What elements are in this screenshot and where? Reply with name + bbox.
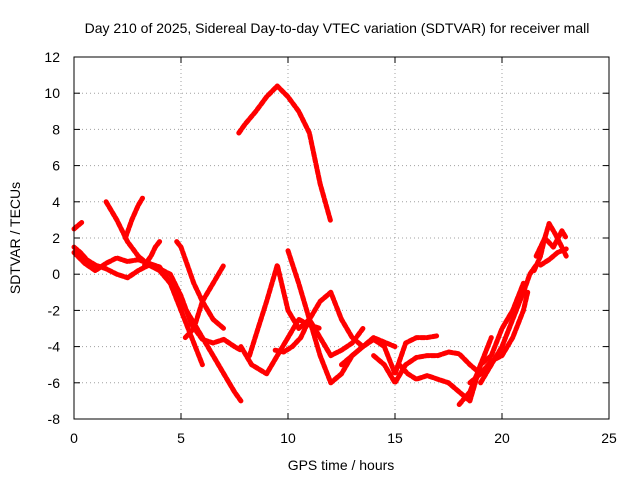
x-axis-label: GPS time / hours: [288, 457, 395, 473]
y-tick-label: 0: [52, 266, 60, 282]
series-track-6: [142, 239, 163, 268]
series-track-11: [272, 289, 366, 355]
series-track-18: [467, 289, 531, 386]
series-track-13: [238, 316, 323, 377]
x-tick-label: 20: [494, 430, 510, 446]
y-tick-label: 10: [44, 85, 60, 101]
series-track-2: [71, 244, 244, 353]
series-track-8: [182, 262, 227, 341]
y-axis-label: SDTVAR / TECUs: [7, 182, 23, 294]
y-tick-label: 12: [44, 49, 60, 65]
data-series-layer: [71, 83, 569, 407]
x-tick-label: 5: [177, 430, 185, 446]
series-track-22: [538, 246, 569, 268]
series-track-1: [71, 219, 86, 232]
y-tick-label: 8: [52, 121, 60, 137]
series-track-19: [478, 262, 539, 386]
series-track-4: [103, 199, 244, 404]
y-tick-label: -2: [48, 302, 61, 318]
y-tick-label: 2: [52, 230, 60, 246]
x-tick-label: 10: [280, 430, 296, 446]
y-tick-label: -4: [48, 339, 61, 355]
series-track-3: [71, 250, 205, 368]
x-tick-label: 15: [387, 430, 403, 446]
series-track-7: [174, 239, 227, 331]
series-track-20: [531, 221, 569, 274]
x-tick-label: 25: [601, 430, 617, 446]
series-track-21: [533, 228, 569, 259]
grid: [74, 57, 609, 419]
y-tick-label: -6: [48, 375, 61, 391]
series-track-14: [339, 333, 441, 377]
series-track-5: [122, 195, 145, 241]
series-track-17: [456, 280, 526, 407]
y-tick-label: -8: [48, 411, 61, 427]
x-tick-label: 0: [70, 430, 78, 446]
y-tick-label: 6: [52, 158, 60, 174]
series-track-9: [236, 83, 334, 225]
y-tick-label: 4: [52, 194, 60, 210]
series-track-15: [371, 349, 484, 386]
axis-ticks: 0 5 10 15 20 25 -8 -6 -4 -2 0 2 4 6 8 10 12: [44, 49, 617, 446]
chart-title: Day 210 of 2025, Sidereal Day-to-day VTE…: [85, 20, 590, 36]
